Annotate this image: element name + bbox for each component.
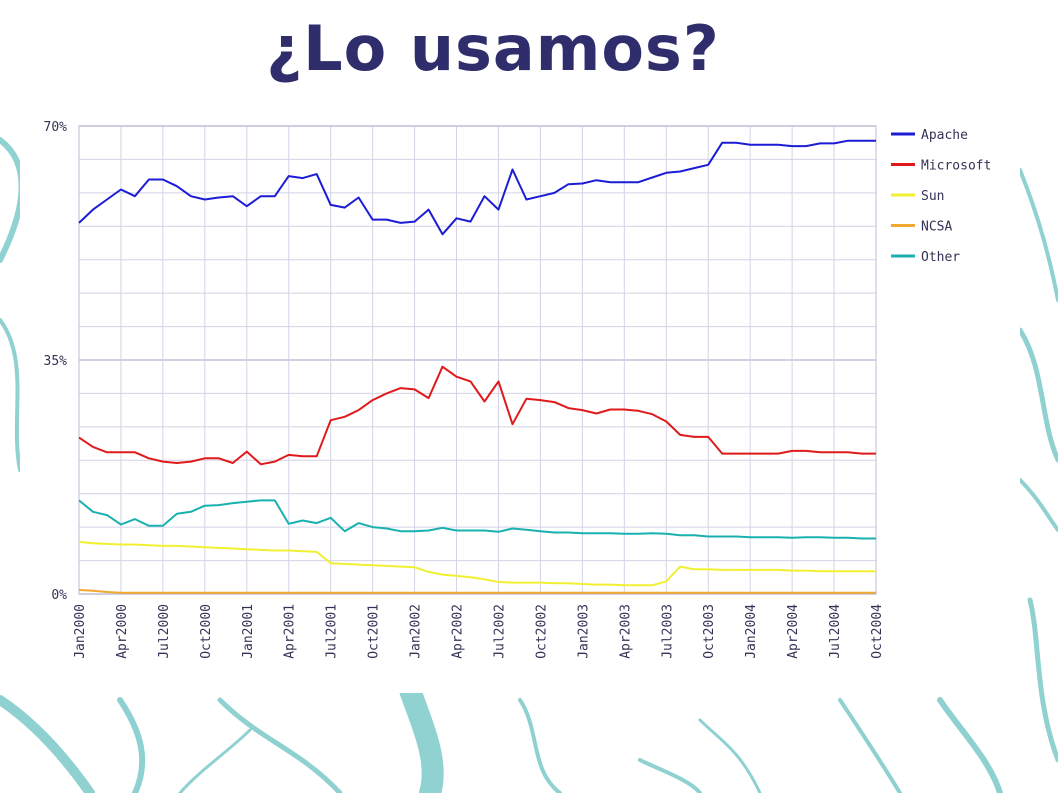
series-line-microsoft: [78, 365, 876, 466]
x-axis-labels: Jan2000 Apr2000 Jul2000 Oct2000 Jan2001 Apr20…: [73, 604, 885, 659]
x-tick-label: Jan2002: [409, 604, 424, 659]
legend-label-ncsa: NCSA: [921, 220, 952, 235]
x-tick-label: Jul2002: [492, 604, 507, 659]
legend-label-sun: Sun: [921, 189, 944, 204]
series-line-other: [78, 499, 876, 540]
x-tick-label: Jan2000: [73, 604, 88, 659]
series-lines: [78, 139, 876, 594]
x-tick-label: Jan2001: [241, 604, 256, 659]
gridlines: [78, 125, 877, 595]
legend-label-other: Other: [921, 250, 960, 265]
y-tick-label: 70%: [44, 120, 68, 135]
x-tick-label: Apr2000: [115, 604, 130, 659]
x-tick-label: Apr2001: [283, 604, 298, 659]
x-tick-label: Jan2003: [576, 604, 591, 659]
x-tick-label: Oct2001: [367, 604, 382, 659]
series-line-sun: [78, 540, 876, 587]
x-tick-label: Jul2000: [157, 604, 172, 659]
x-tick-label: Jul2003: [660, 604, 675, 659]
x-tick-label: Jan2004: [744, 604, 759, 659]
x-tick-label: Oct2003: [702, 604, 717, 659]
x-tick-label: Apr2004: [786, 604, 801, 659]
y-tick-label: 35%: [44, 354, 68, 369]
x-tick-label: Jul2001: [325, 604, 340, 659]
legend-label-microsoft: Microsoft: [921, 159, 991, 174]
chart-panel: 0% 35% 70% Jan2000 Apr2000 Jul2000 Oct2000 Jan…: [20, 108, 1020, 693]
line-chart: 0%35%70% Jan2000 Apr2000 Jul2000 Oct2000 Jan…: [44, 120, 992, 659]
y-axis-labels: 0% 35% 70%: [44, 120, 68, 603]
x-tick-label: Oct2004: [870, 604, 885, 659]
x-tick-label: Apr2002: [451, 604, 466, 659]
x-tick-label: Jul2004: [828, 604, 843, 659]
series-line-ncsa: [78, 589, 876, 594]
series-line-apache: [78, 139, 876, 236]
legend-label-apache: Apache: [921, 128, 968, 143]
x-tick-label: Oct2000: [199, 604, 214, 659]
x-tick-label: Apr2003: [618, 604, 633, 659]
legend: Apache Microsoft Sun NCSA Other: [891, 128, 991, 265]
plot-frame: [78, 125, 877, 595]
slide-title: ¿Lo usamos?: [266, 12, 720, 85]
x-tick-label: Oct2002: [534, 604, 549, 659]
y-tick-label: 0%: [51, 588, 67, 603]
